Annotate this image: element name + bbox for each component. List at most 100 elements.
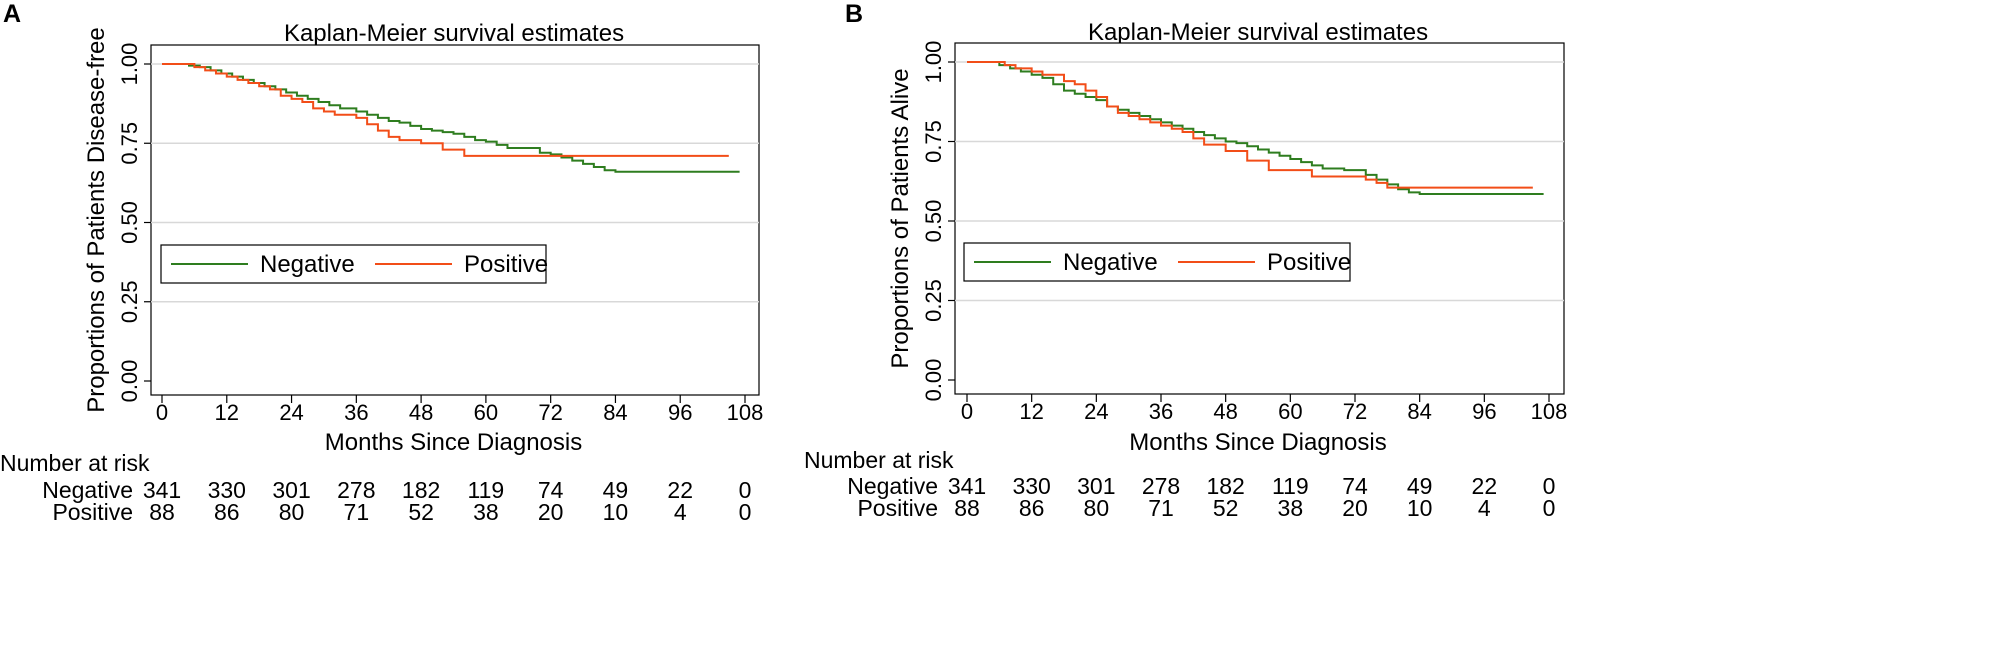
risk-value: 0 [739,477,752,503]
x-tick-label: 12 [215,400,239,425]
risk-value: 52 [408,499,434,525]
risk-value: 330 [1012,473,1050,499]
y-tick-label: 0.50 [117,201,142,244]
plot-frame [954,42,1565,395]
risk-value: 10 [1407,495,1433,521]
x-tick-label: 108 [1531,399,1568,424]
risk-value: 20 [538,499,564,525]
risk-value: 88 [954,495,980,521]
legend-label-positive: Positive [464,251,548,278]
risk-value: 278 [337,477,375,503]
risk-value: 0 [739,499,752,525]
y-tick-label: 1.00 [117,43,142,86]
risk-value: 119 [1272,473,1309,499]
risk-value: 22 [1472,473,1498,499]
risk-value: 182 [402,477,440,503]
plot-frame [150,44,760,396]
y-tick-label: 1.00 [921,41,946,84]
x-tick-label: 72 [1343,399,1367,424]
risk-value: 52 [1213,495,1239,521]
x-tick-label: 108 [727,400,764,425]
series-line-positive [967,61,1533,189]
panel-label: A [3,0,21,28]
x-tick-label: 0 [156,400,168,425]
y-tick-label: 0.75 [117,122,142,165]
risk-value: 10 [603,499,629,525]
x-tick-label: 24 [279,400,303,425]
risk-value: 119 [468,477,505,503]
risk-value: 86 [214,499,240,525]
risk-value: 80 [1084,495,1110,521]
legend: Negative Positive [963,242,1351,282]
y-axis-title: Proportions of Patients Disease-free [83,27,110,413]
risk-value: 341 [948,473,986,499]
risk-value: 71 [1148,495,1174,521]
risk-value: 301 [272,477,310,503]
y-tick-label: 0.25 [921,279,946,322]
legend-label-negative: Negative [260,251,355,278]
risk-row-label: Negative [847,473,938,499]
y-tick-label: 0.00 [921,359,946,402]
risk-value: 20 [1342,495,1368,521]
x-tick-label: 84 [603,400,627,425]
y-axis: 0.00 0.25 0.50 0.75 1.00 Proportions of Patie… [887,41,1564,402]
risk-value: 341 [143,477,181,503]
chart-panel-b: B Kaplan-Meier survival estimates 0.00 0.25… [804,0,1567,521]
legend-label-positive: Positive [1267,249,1351,276]
x-axis: 0 12 24 36 48 60 72 84 96 108 Months Since Diagnos… [961,394,1567,456]
x-tick-label: 72 [538,400,562,425]
risk-value: 182 [1206,473,1244,499]
x-tick-label: 0 [961,399,973,424]
chart-title: Kaplan-Meier survival estimates [1088,19,1428,46]
risk-value: 74 [538,477,564,503]
y-axis-title: Proportions of Patients Alive [887,68,914,368]
chart-panel-a: A Kaplan-Meier survival estimates 0.00 0.25… [0,0,763,525]
risk-value: 301 [1077,473,1115,499]
x-axis: 0 12 24 36 48 60 72 84 96 108 Months Since Diagnos… [156,395,763,456]
x-tick-label: 12 [1019,399,1043,424]
series-line-negative [162,63,740,173]
series-line-positive [162,63,729,157]
risk-value: 71 [344,499,370,525]
risk-value: 330 [208,477,246,503]
x-tick-label: 48 [409,400,433,425]
risk-value: 80 [279,499,305,525]
risk-row-label: Positive [857,495,938,521]
x-tick-label: 96 [1472,399,1496,424]
y-tick-label: 0.00 [117,360,142,403]
risk-value: 88 [149,499,175,525]
x-axis-title: Months Since Diagnosis [1129,429,1386,456]
x-tick-label: 60 [1278,399,1302,424]
x-tick-label: 48 [1213,399,1237,424]
legend-box [963,242,1351,282]
series-line-negative [967,61,1544,195]
risk-row-label: Positive [52,499,133,525]
risk-value: 49 [1407,473,1433,499]
x-axis-title: Months Since Diagnosis [325,429,582,456]
x-tick-label: 84 [1407,399,1431,424]
risk-value: 74 [1342,473,1368,499]
y-tick-label: 0.75 [921,120,946,163]
risk-value: 4 [674,499,687,525]
series-group [162,63,740,173]
risk-value: 22 [667,477,693,503]
risk-table-heading: Number at risk [0,450,150,476]
x-tick-label: 96 [668,400,692,425]
x-tick-label: 24 [1084,399,1108,424]
x-tick-label: 60 [474,400,498,425]
x-tick-label: 36 [344,400,368,425]
panel-label: B [845,0,863,28]
risk-value: 4 [1478,495,1491,521]
y-axis: 0.00 0.25 0.50 0.75 1.00 Proportions of Patie… [83,27,759,413]
risk-value: 86 [1019,495,1045,521]
y-tick-label: 0.25 [117,280,142,323]
chart-title: Kaplan-Meier survival estimates [284,20,624,47]
risk-row-label: Negative [42,477,133,503]
legend-label-negative: Negative [1063,249,1158,276]
risk-value: 49 [603,477,629,503]
legend: Negative Positive [160,244,548,284]
risk-value: 278 [1142,473,1180,499]
